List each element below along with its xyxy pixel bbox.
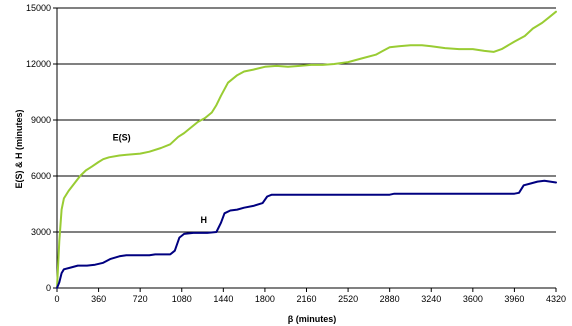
x-axis-title: β (minutes) (288, 314, 337, 324)
x-tick-label: 3960 (504, 294, 524, 304)
series-label-h: H (200, 215, 207, 225)
series-line-es (56, 10, 557, 289)
x-tick-label: 3240 (421, 294, 441, 304)
gridlines (53, 7, 557, 292)
x-tick-label: 1800 (255, 294, 275, 304)
y-tick-label: 3000 (31, 227, 51, 237)
x-tick-label: 4320 (546, 294, 566, 304)
y-tick-label: 15000 (26, 3, 51, 13)
x-tick-label: 2160 (296, 294, 316, 304)
axes (56, 8, 556, 289)
x-tick-label: 3600 (463, 294, 483, 304)
y-tick-label: 9000 (31, 115, 51, 125)
x-tick-label: 720 (133, 294, 148, 304)
y-tick-label: 12000 (26, 59, 51, 69)
series-labels: E(S) H (113, 133, 207, 226)
y-tick-label: 0 (46, 283, 51, 293)
series-line-h (56, 179, 557, 289)
y-tick-labels: 0 3000 6000 9000 12000 15000 (26, 3, 51, 293)
x-tick-label: 0 (54, 294, 59, 304)
x-tick-label: 1440 (213, 294, 233, 304)
x-tick-labels: 0 360 720 1080 1440 1800 2160 2520 2880 3240 3600 3… (54, 294, 566, 304)
x-tick-label: 2880 (380, 294, 400, 304)
x-tick-label: 360 (91, 294, 106, 304)
series-label-es: E(S) (113, 133, 131, 143)
x-tick-label: 1080 (172, 294, 192, 304)
y-axis-title: E(S) & H (minutes) (14, 109, 24, 188)
series-lines (56, 10, 557, 289)
y-tick-label: 6000 (31, 171, 51, 181)
x-tick-label: 2520 (338, 294, 358, 304)
